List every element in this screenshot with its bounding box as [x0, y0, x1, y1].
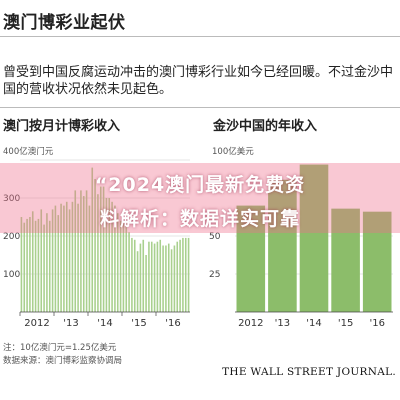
promo-banner [0, 163, 400, 233]
bar [26, 218, 28, 312]
bar [29, 217, 31, 312]
y-tick-label: 50 [209, 232, 221, 242]
bar [37, 218, 40, 312]
bar [170, 249, 173, 312]
bar [114, 205, 116, 312]
left-chart-unit: 400亿澳门元 [3, 147, 54, 157]
bar [80, 190, 82, 312]
bar [187, 237, 190, 312]
bar [131, 237, 133, 312]
bar [23, 222, 26, 312]
page-subtitle: 曾受到中国反腐运动冲击的澳门博彩行业如今已经回暖。不过金沙中国的营收状况依然未见… [3, 65, 394, 97]
bar [108, 198, 111, 312]
bar [125, 220, 128, 312]
y-tick-label: 25 [209, 270, 220, 280]
bar [179, 239, 181, 312]
bar [71, 201, 74, 312]
x-tick-label: '15 [131, 318, 146, 329]
title-divider [0, 36, 400, 37]
x-tick-label: '14 [97, 318, 112, 329]
source-note: 数据来源：澳门博彩监察协调局 [3, 356, 123, 366]
bar [145, 255, 147, 312]
bar [128, 232, 130, 312]
bar [20, 217, 23, 312]
bar [40, 209, 43, 312]
bar [331, 208, 360, 312]
bar [68, 209, 71, 312]
bar [173, 245, 176, 312]
left-chart-title: 澳门按月计博彩收入 [3, 119, 121, 134]
bar [46, 213, 48, 312]
x-tick-label: '16 [369, 318, 384, 329]
bar [153, 243, 156, 312]
bar [184, 237, 187, 312]
bar [105, 198, 108, 312]
bar [362, 211, 392, 312]
bar [82, 196, 85, 312]
bar [150, 241, 153, 312]
x-tick-label: '16 [165, 318, 180, 329]
bar [43, 224, 45, 312]
bar [268, 179, 297, 312]
macau-monthly-revenue-chart: 100 200 300 2012 '13 '14 '15 '16 [3, 159, 190, 329]
bar [236, 205, 266, 312]
footnote: 注：10亿澳门元=1.25亿美元 [3, 343, 117, 353]
bar [31, 211, 34, 312]
bar [63, 205, 65, 312]
bar [122, 220, 125, 312]
bar [60, 203, 62, 312]
bar [74, 190, 77, 312]
bar [77, 203, 79, 312]
y-tick-label: 300 [3, 194, 20, 204]
bar [133, 239, 136, 312]
bar [299, 164, 329, 312]
x-tick-label: 2012 [24, 318, 49, 329]
bar [159, 239, 162, 312]
bar [91, 167, 94, 312]
bar [136, 251, 139, 312]
bar [99, 186, 102, 312]
y-tick-label: 100 [3, 270, 20, 280]
bar [182, 237, 184, 312]
bar [57, 215, 60, 312]
x-tick-label: '13 [275, 318, 290, 329]
right-chart-unit: 100亿美元 [212, 147, 254, 157]
x-tick-label: '13 [63, 318, 78, 329]
wsj-logo: THE WALL STREET JOURNAL. [222, 366, 396, 378]
bar [88, 205, 91, 312]
bar [48, 220, 51, 312]
bar [148, 241, 150, 312]
bar [65, 201, 68, 312]
bar [54, 205, 57, 312]
x-tick-label: '14 [306, 318, 321, 329]
right-chart-title: 金沙中国的年收入 [213, 119, 318, 134]
sands-china-annual-revenue-chart: 25 50 2012 '13 '14 '15 '16 [209, 164, 393, 329]
bar [85, 190, 88, 312]
bar [116, 213, 119, 312]
subtitle-divider [0, 107, 400, 108]
bar [97, 194, 99, 312]
bar [142, 239, 145, 312]
overlay-line-1: “2024澳门最新免费资 [94, 174, 306, 196]
bar [165, 245, 167, 312]
y-tick-label: 200 [3, 232, 20, 242]
bar [176, 241, 179, 312]
bar [162, 245, 164, 312]
bar [51, 209, 54, 312]
page-title: 澳门博彩业起伏 [3, 13, 126, 33]
overlay-line-2: 料解析：数据详实可靠 [99, 208, 300, 230]
bar [102, 186, 105, 312]
x-tick-label: '15 [338, 318, 353, 329]
bar [156, 241, 159, 312]
bar [139, 243, 142, 312]
bar [94, 179, 96, 312]
bar [167, 243, 170, 312]
bar [111, 201, 113, 312]
bar [34, 220, 37, 312]
bar [119, 220, 122, 312]
x-tick-label: 2012 [238, 318, 263, 329]
